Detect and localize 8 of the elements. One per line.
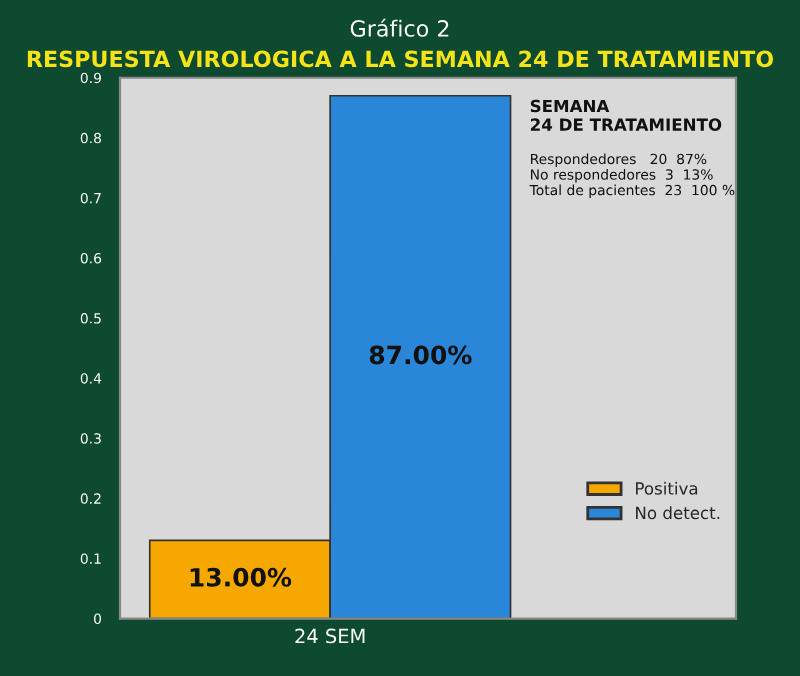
legend-label: Positiva: [636, 481, 698, 495]
annotation: SEMANA 24 DE TRATAMIENTO: [530, 99, 722, 131]
data-label: 87.00%: [369, 345, 472, 365]
chart-title: Gráfico 2: [350, 18, 449, 37]
legend-label: No detect.: [636, 506, 720, 520]
x-tick-label: 24 SEM: [295, 628, 365, 644]
data-label: 13.00%: [190, 567, 292, 587]
chart-subtitle: RESPUESTA VIROLOGICA A LA SEMANA 24 DE TRATAMIENTO: [27, 50, 774, 68]
